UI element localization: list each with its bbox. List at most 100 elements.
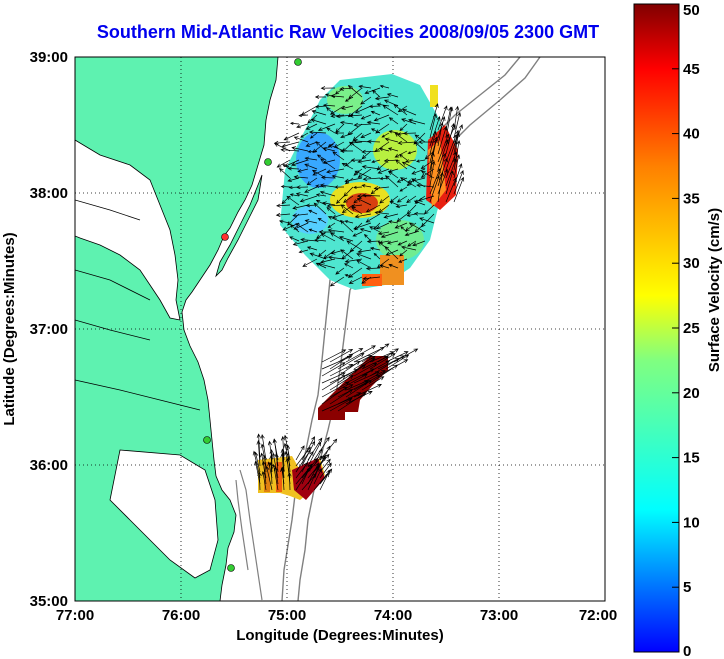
velocity-vector: [329, 353, 354, 370]
velocity-vector: [321, 386, 348, 405]
velocity-vector: [394, 132, 408, 143]
velocity-vector: [320, 258, 336, 264]
velocity-vector: [366, 139, 381, 144]
velocity-vector: [304, 156, 318, 161]
velocity-vector: [313, 202, 327, 215]
colorbar-tick-label: 15: [683, 450, 700, 467]
velocity-vector: [332, 151, 345, 161]
velocity-vector: [335, 267, 345, 275]
velocity-vector: [301, 450, 314, 473]
velocity-vector: [373, 114, 390, 122]
velocity-vector: [304, 163, 318, 170]
velocity-vector: [286, 195, 300, 206]
y-axis-ticks: 35:00 36:00 37:00 38:00 39:00: [30, 49, 68, 610]
velocity-vector: [311, 109, 327, 116]
colorbar: [633, 3, 680, 653]
colorbar-tick-label: 40: [683, 126, 700, 143]
velocity-vector: [389, 201, 399, 206]
velocity-vector: [275, 212, 291, 217]
velocity-vector: [453, 176, 465, 203]
velocity-vector: [373, 252, 381, 260]
velocity-vector: [327, 222, 336, 228]
velocity-vector: [295, 192, 309, 197]
velocity-vector: [343, 263, 354, 269]
colorbar-tick-label: 10: [683, 514, 700, 531]
velocity-vector: [334, 131, 345, 135]
velocity-vector: [287, 471, 292, 491]
velocity-vector: [401, 161, 417, 170]
velocity-vector: [406, 204, 417, 215]
velocity-vector: [322, 159, 336, 165]
velocity-vector: [370, 128, 381, 134]
velocity-vector: [408, 222, 426, 233]
velocity-vector: [437, 105, 448, 131]
velocity-vector: [291, 146, 309, 152]
velocity-vector: [352, 231, 363, 237]
velocity-vector: [329, 363, 354, 377]
velocity-vector: [377, 168, 390, 174]
velocity-vector: [306, 246, 318, 251]
velocity-vector: [307, 441, 322, 467]
station-marker: [227, 564, 235, 572]
velocity-vector: [337, 353, 365, 370]
velocity-vector: [292, 204, 309, 210]
velocity-vector: [315, 141, 327, 152]
velocity-vector: [298, 113, 309, 118]
colorbar-tick-label: 50: [683, 2, 700, 19]
station-marker: [221, 233, 229, 241]
velocity-vector: [379, 195, 390, 204]
velocity-vector: [453, 111, 462, 139]
x-tick-label: 76:00: [162, 607, 200, 624]
velocity-vector: [314, 95, 327, 99]
velocity-vector: [297, 168, 309, 173]
velocity-vector: [375, 222, 390, 230]
velocity-vector: [445, 151, 457, 179]
velocity-vector: [307, 149, 318, 154]
velocity-vector: [319, 472, 329, 491]
velocity-vector: [254, 460, 261, 485]
velocity-vector: [328, 144, 345, 152]
velocity-vector: [341, 105, 354, 110]
velocity-vector: [329, 276, 345, 287]
velocity-vector: [374, 210, 390, 215]
velocity-vector: [295, 223, 309, 233]
velocity-vector: [453, 163, 463, 187]
velocity-vector: [413, 211, 426, 216]
velocity-vector: [289, 121, 300, 126]
velocity-vector: [278, 219, 291, 224]
velocity-vector: [306, 177, 318, 186]
velocity-vector: [278, 167, 291, 179]
velocity-vector: [300, 132, 309, 138]
velocity-vector: [429, 116, 441, 147]
velocity-vector: [384, 137, 399, 143]
colorbar-label: Surface Velocity (cm/s): [706, 208, 723, 372]
velocity-vector: [348, 141, 363, 152]
velocity-vector: [319, 190, 336, 197]
velocity-vector: [361, 150, 372, 160]
velocity-vector: [407, 240, 417, 247]
colorbar-ticks: 0 5 10 15 20 25 30 35 40 45 50: [672, 2, 700, 659]
velocity-vector: [369, 246, 381, 251]
velocity-vector: [344, 177, 363, 183]
velocity-vector: [337, 364, 366, 384]
velocity-vectors: [252, 84, 465, 491]
velocity-vector: [361, 360, 391, 377]
velocity-vector: [445, 134, 457, 163]
velocity-vector: [453, 170, 464, 195]
velocity-vector: [295, 462, 308, 479]
velocity-vector: [388, 130, 399, 134]
velocity-vector: [340, 132, 354, 139]
velocity-vector: [304, 219, 318, 224]
velocity-vector: [293, 136, 309, 143]
velocity-vector: [356, 252, 372, 260]
velocity-vector: [361, 376, 385, 391]
velocity-vector: [357, 249, 372, 254]
velocity-vector: [319, 183, 336, 188]
velocity-vector: [353, 122, 372, 127]
velocity-vector: [315, 231, 327, 239]
velocity-vector: [292, 240, 309, 246]
velocity-vector: [315, 193, 327, 197]
velocity-vector: [322, 103, 336, 108]
velocity-vector: [429, 151, 435, 179]
velocity-vector: [388, 170, 399, 179]
